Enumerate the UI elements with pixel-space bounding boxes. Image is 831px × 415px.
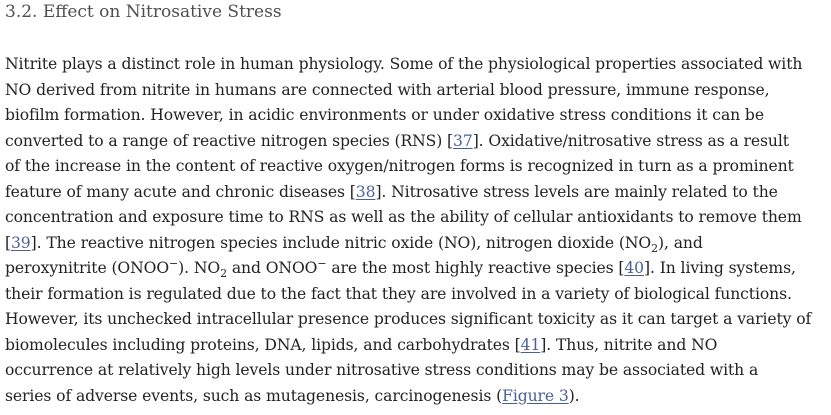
- citation-link-38[interactable]: 38: [355, 182, 376, 201]
- paragraph-line: Nitrite plays a distinct role in human p…: [5, 52, 829, 78]
- paragraph-line: concentration and exposure time to RNS a…: [5, 205, 829, 231]
- paragraph-line: biomolecules including proteins, DNA, li…: [5, 333, 829, 359]
- paragraph-line: of the increase in the content of reacti…: [5, 154, 829, 180]
- text-run: feature of many acute and chronic diseas…: [5, 182, 356, 201]
- text-run: biomolecules including proteins, DNA, li…: [5, 335, 521, 354]
- paragraph-line: series of adverse events, such as mutage…: [5, 384, 829, 410]
- text-run: ]. The reactive nitrogen species include…: [30, 233, 652, 252]
- citation-link-39[interactable]: 39: [10, 233, 31, 252]
- citation-link-40[interactable]: 40: [624, 259, 644, 277]
- text-run: Nitrite plays a distinct role in human p…: [5, 55, 803, 73]
- text-run: ).: [568, 386, 580, 405]
- text-run: ), and: [658, 233, 703, 252]
- citation-link-37[interactable]: 37: [453, 131, 473, 150]
- paragraph-line: feature of many acute and chronic diseas…: [5, 180, 829, 206]
- body-paragraph: Nitrite plays a distinct role in human p…: [5, 52, 829, 409]
- text-run: biofilm formation. However, in acidic en…: [5, 106, 764, 124]
- text-run: ]. Thus, nitrite and NO: [540, 335, 718, 354]
- paragraph-line: their formation is regulated due to the …: [5, 282, 829, 308]
- text-run: of the increase in the content of reacti…: [5, 157, 794, 175]
- section-heading: 3.2. Effect on Nitrosative Stress: [5, 2, 282, 22]
- text-run: ]. Nitrosative stress levels are mainly …: [375, 182, 778, 201]
- figure-3-link[interactable]: Figure 3: [502, 386, 569, 405]
- text-run: series of adverse events, such as mutage…: [5, 386, 503, 405]
- paragraph-line: However, its unchecked intracellular pre…: [5, 307, 829, 333]
- paragraph-line: [39]. The reactive nitrogen species incl…: [5, 231, 829, 257]
- superscript: −: [317, 256, 327, 270]
- paragraph-line: NO derived from nitrite in humans are co…: [5, 78, 829, 104]
- text-run: concentration and exposure time to RNS a…: [5, 208, 802, 226]
- text-run: converted to a range of reactive nitroge…: [5, 131, 454, 150]
- text-run: ]. Oxidative/nitrosative stress as a res…: [472, 131, 789, 150]
- text-run: NO derived from nitrite in humans are co…: [5, 80, 770, 99]
- text-run: and ONOO: [227, 259, 318, 277]
- superscript: −: [169, 256, 179, 270]
- text-run: their formation is regulated due to the …: [5, 284, 792, 303]
- text-run: peroxynitrite (ONOO: [5, 259, 170, 277]
- text-run: are the most highly reactive species [: [326, 259, 625, 277]
- paragraph-line: occurrence at relatively high levels und…: [5, 358, 829, 384]
- subscript: 2: [651, 241, 659, 255]
- text-run: [: [5, 233, 11, 252]
- text-run: ]. In living systems,: [644, 259, 796, 277]
- paragraph-line: peroxynitrite (ONOO−). NO2 and ONOO− are…: [5, 256, 829, 282]
- paragraph-line: biofilm formation. However, in acidic en…: [5, 103, 829, 129]
- text-run: However, its unchecked intracellular pre…: [5, 310, 812, 328]
- subscript: 2: [220, 267, 227, 281]
- paragraph-line: converted to a range of reactive nitroge…: [5, 129, 829, 155]
- text-run: occurrence at relatively high levels und…: [5, 361, 759, 379]
- text-run: ). NO: [178, 259, 221, 277]
- citation-link-41[interactable]: 41: [520, 335, 541, 354]
